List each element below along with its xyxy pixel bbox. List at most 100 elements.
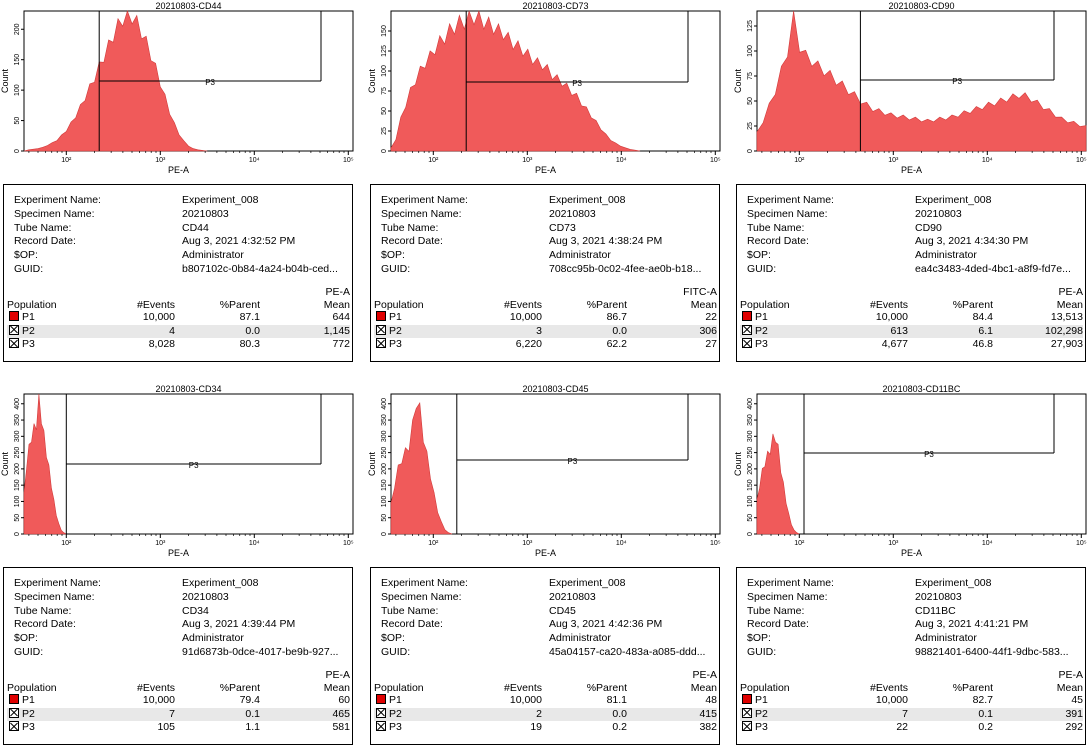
mean-value: 60	[338, 694, 350, 706]
meta-key: $OP:	[747, 249, 771, 262]
population-name: P2	[389, 707, 402, 720]
events-value: 4,677	[881, 338, 908, 350]
parent-value: 86.7	[606, 311, 627, 323]
x-tick-label: 10²	[794, 540, 805, 547]
meta-key: Record Date:	[381, 235, 443, 248]
meta-value: CD45	[549, 604, 576, 617]
col-population: Population	[740, 682, 790, 694]
meta-value: CD90	[915, 221, 942, 234]
population-hidden-swatch[interactable]	[742, 721, 752, 731]
population-table: Population #Events %Parent PE-A Mean P1 10,000…	[7, 668, 350, 735]
x-tick-label: 10³	[522, 540, 533, 547]
table-row: P2 7 0.1 391	[740, 707, 1083, 721]
y-axis-label: Count	[0, 69, 10, 94]
x-tick-label: 10⁵	[343, 540, 354, 547]
y-tick-label: 75	[747, 72, 754, 80]
meta-value: Experiment_008	[182, 577, 259, 589]
population-hidden-swatch[interactable]	[742, 707, 752, 718]
x-tick-label: 10⁵	[710, 540, 721, 547]
meta-key: GUID:	[381, 263, 411, 275]
population-hidden-swatch[interactable]	[742, 338, 752, 348]
population-name: P2	[22, 707, 35, 720]
population-hidden-swatch[interactable]	[9, 721, 19, 731]
col-events: #Events	[870, 682, 908, 694]
population-name: P3	[389, 338, 402, 350]
events-value: 10,000	[142, 694, 175, 706]
population-color-swatch[interactable]	[742, 311, 752, 321]
y-tick-label: 50	[381, 107, 388, 115]
events-value: 10,000	[142, 311, 175, 323]
panel-cd44: 20210803-CD44 P3 10² 10³ 10⁴ 10⁵ PE-A 0 50 100 150…	[0, 0, 355, 372]
meta-key: GUID:	[747, 646, 777, 658]
col-mean: Mean	[1056, 299, 1083, 311]
population-hidden-swatch[interactable]	[9, 324, 19, 335]
experiment-info-box: Experiment Name: Experiment_008 Specimen N…	[3, 567, 353, 745]
parent-value: 1.1	[245, 721, 260, 733]
population-name: P1	[755, 694, 768, 706]
parent-value: 0.0	[612, 324, 627, 337]
events-value: 7	[902, 707, 908, 720]
meta-value: 20210803	[549, 590, 596, 603]
population-table: Population #Events %Parent PE-A Mean P1 10,000…	[7, 285, 350, 352]
y-tick-label: 200	[14, 23, 21, 35]
population-hidden-swatch[interactable]	[376, 707, 386, 718]
population-color-swatch[interactable]	[376, 311, 386, 321]
table-row: P1 10,000 87.1 644	[7, 311, 350, 325]
meta-value: Administrator	[549, 249, 611, 262]
mean-value: 382	[699, 721, 717, 733]
x-tick-label: 10²	[794, 157, 805, 164]
events-value: 105	[157, 721, 175, 733]
population-color-swatch[interactable]	[9, 311, 19, 321]
table-row: P2 3 0.0 306	[374, 324, 717, 338]
events-value: 2	[536, 707, 542, 720]
y-axis-label: Count	[367, 69, 377, 94]
meta-value: Administrator	[915, 249, 977, 262]
col-parent: %Parent	[952, 299, 993, 311]
population-hidden-swatch[interactable]	[742, 324, 752, 335]
y-tick-label: 75	[381, 87, 388, 95]
experiment-info-box: Experiment Name: Experiment_008 Specimen N…	[370, 184, 720, 362]
y-tick-label: 250	[747, 447, 754, 459]
y-tick-label: 400	[747, 398, 754, 410]
population-hidden-swatch[interactable]	[9, 707, 19, 718]
meta-value: Aug 3, 2021 4:42:36 PM	[549, 618, 663, 631]
meta-value: Aug 3, 2021 4:38:24 PM	[549, 235, 663, 248]
population-hidden-swatch[interactable]	[376, 721, 386, 731]
population-hidden-swatch[interactable]	[9, 338, 19, 348]
mean-value: 644	[332, 311, 350, 323]
y-tick-label: 100	[381, 65, 388, 77]
y-tick-label: 25	[381, 127, 388, 135]
col-events: #Events	[137, 682, 175, 694]
mean-value: 13,513	[1050, 311, 1083, 323]
population-name: P3	[755, 721, 768, 733]
y-tick-label: 400	[381, 398, 388, 410]
meta-key: Tube Name:	[14, 604, 72, 617]
gate-label: P3	[568, 457, 578, 466]
population-color-swatch[interactable]	[376, 694, 386, 704]
experiment-info-box: Experiment Name: Experiment_008 Specimen N…	[736, 184, 1086, 362]
col-events: #Events	[137, 299, 175, 311]
table-row: P1 10,000 81.1 48	[374, 694, 717, 708]
meta-value: 20210803	[915, 207, 962, 220]
population-hidden-swatch[interactable]	[376, 338, 386, 348]
events-value: 10,000	[509, 311, 542, 323]
events-value: 8,028	[148, 338, 175, 350]
population-color-swatch[interactable]	[9, 694, 19, 704]
x-axis-label: PE-A	[901, 548, 922, 558]
col-mean-channel: PE-A	[1058, 669, 1083, 681]
meta-value: Aug 3, 2021 4:41:21 PM	[915, 618, 1029, 631]
parent-value: 79.4	[239, 694, 260, 706]
histogram-svg: 20210803-CD44 P3 10² 10³ 10⁴ 10⁵ PE-A 0 50 100 150…	[0, 1, 354, 175]
x-tick-label: 10³	[155, 157, 166, 164]
meta-key: Specimen Name:	[747, 207, 828, 220]
meta-key: Specimen Name:	[14, 207, 95, 220]
histogram-area	[390, 9, 641, 152]
population-color-swatch[interactable]	[742, 694, 752, 704]
gate-label: P3	[189, 461, 199, 470]
parent-value: 82.7	[972, 694, 993, 706]
parent-value: 46.8	[972, 338, 993, 350]
meta-key: Experiment Name:	[747, 194, 834, 206]
population-hidden-swatch[interactable]	[376, 324, 386, 335]
col-parent: %Parent	[219, 682, 260, 694]
x-axis-label: PE-A	[168, 165, 189, 175]
